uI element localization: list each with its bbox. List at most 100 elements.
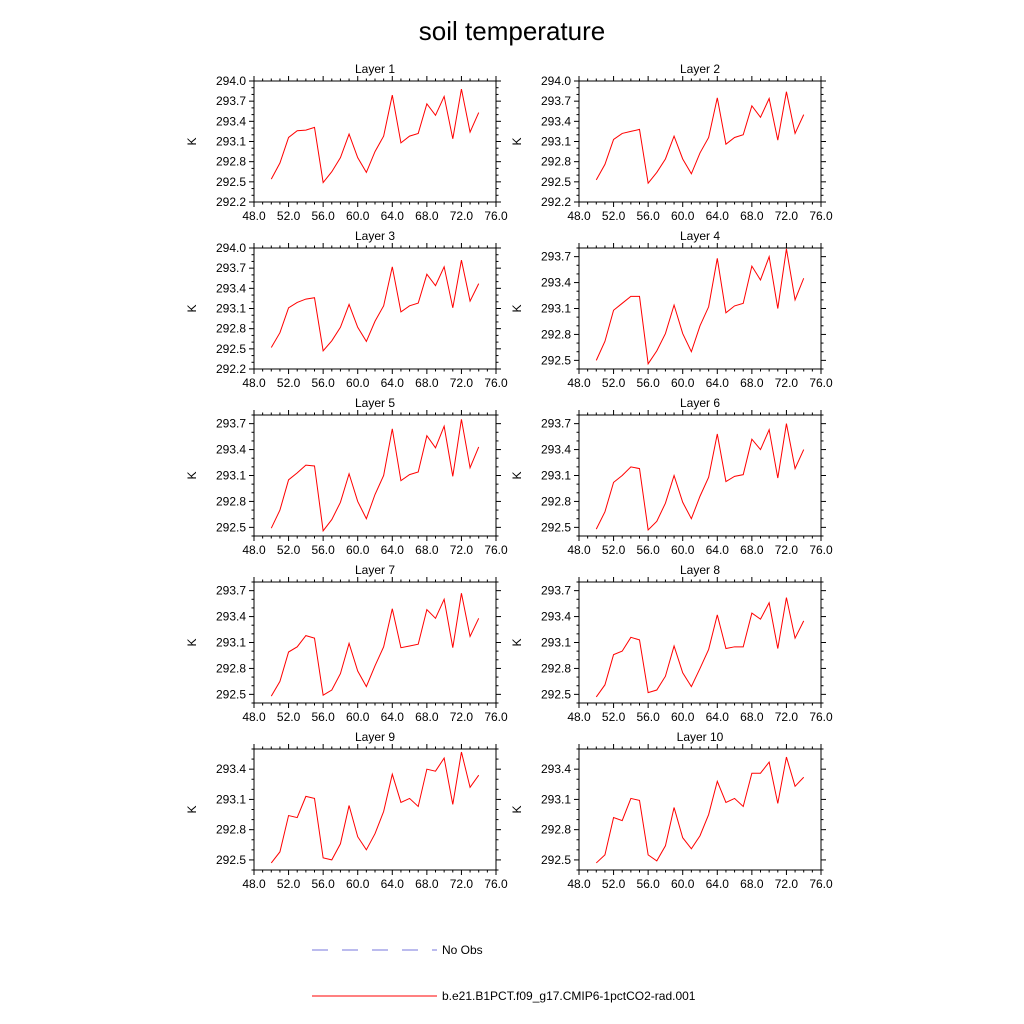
x-tick-label: 64.0 — [706, 209, 730, 223]
x-tick-label: 52.0 — [602, 543, 626, 557]
panel-7: 48.0 52.0 56.0 60.0 64.0 68.0 72.0 76.0 292.5 292… — [185, 563, 508, 724]
y-axis-label: K — [510, 471, 524, 479]
x-tick-label: 56.0 — [636, 877, 660, 891]
panel-title: Layer 8 — [680, 563, 720, 577]
x-tick-label: 56.0 — [311, 209, 335, 223]
x-tick-label: 60.0 — [346, 543, 370, 557]
panel-9: 48.0 52.0 56.0 60.0 64.0 68.0 72.0 76.0 292.5 292… — [185, 730, 508, 891]
y-tick-label: 293.7 — [541, 250, 571, 264]
x-tick-label: 48.0 — [242, 376, 266, 390]
x-tick-label: 52.0 — [277, 209, 301, 223]
y-tick-label: 293.1 — [541, 792, 571, 806]
x-tick-label: 72.0 — [775, 543, 799, 557]
x-tick-label: 56.0 — [636, 710, 660, 724]
y-tick-label: 292.5 — [541, 853, 571, 867]
y-tick-label: 293.7 — [541, 94, 571, 108]
plot-frame — [253, 748, 497, 871]
x-tick-label: 60.0 — [346, 376, 370, 390]
legend-label-no-obs: No Obs — [442, 943, 483, 957]
x-tick-label: 72.0 — [775, 710, 799, 724]
panel-title: Layer 4 — [680, 229, 720, 243]
y-tick-label: 293.4 — [216, 443, 246, 457]
x-tick-label: 48.0 — [242, 877, 266, 891]
x-tick-label: 64.0 — [381, 543, 405, 557]
panel-10: 48.0 52.0 56.0 60.0 64.0 68.0 72.0 76.0 292.5 292… — [510, 730, 833, 891]
x-tick-label: 76.0 — [484, 543, 508, 557]
x-tick-label: 52.0 — [602, 376, 626, 390]
y-tick-label: 292.8 — [541, 823, 571, 837]
x-tick-label: 60.0 — [671, 710, 695, 724]
x-tick-label: 48.0 — [567, 877, 591, 891]
y-tick-label: 293.1 — [216, 792, 246, 806]
y-tick-label: 293.4 — [541, 762, 571, 776]
y-tick-label: 293.4 — [216, 762, 246, 776]
series-line — [595, 91, 805, 185]
x-tick-label: 68.0 — [415, 543, 439, 557]
y-tick-label: 294.0 — [541, 74, 571, 88]
x-tick-label: 56.0 — [311, 376, 335, 390]
series-line — [270, 593, 480, 697]
x-tick-label: 72.0 — [775, 209, 799, 223]
x-tick-label: 68.0 — [740, 209, 764, 223]
x-tick-label: 76.0 — [809, 543, 833, 557]
panel-title: Layer 10 — [677, 730, 724, 744]
x-tick-label: 60.0 — [671, 376, 695, 390]
x-tick-label: 64.0 — [706, 376, 730, 390]
y-axis-label: K — [510, 638, 524, 646]
x-tick-label: 68.0 — [740, 543, 764, 557]
y-axis-label: K — [510, 137, 524, 145]
series-line — [595, 248, 805, 366]
y-tick-label: 293.4 — [216, 610, 246, 624]
y-tick-label: 293.4 — [216, 114, 246, 128]
y-tick-label: 292.5 — [216, 520, 246, 534]
y-tick-label: 293.7 — [216, 261, 246, 275]
plot-frame — [253, 581, 497, 704]
y-tick-label: 293.1 — [216, 135, 246, 149]
x-tick-label: 48.0 — [242, 209, 266, 223]
y-tick-label: 293.1 — [216, 302, 246, 316]
x-tick-label: 72.0 — [450, 376, 474, 390]
x-tick-label: 72.0 — [775, 376, 799, 390]
y-axis-label: K — [185, 638, 199, 646]
panel-3: 48.0 52.0 56.0 60.0 64.0 68.0 72.0 76.0 292.2 292… — [185, 229, 508, 390]
x-tick-label: 56.0 — [311, 710, 335, 724]
y-tick-label: 292.8 — [541, 661, 571, 675]
x-tick-label: 48.0 — [567, 543, 591, 557]
x-tick-label: 68.0 — [415, 376, 439, 390]
y-tick-label: 292.5 — [541, 687, 571, 701]
y-tick-label: 292.8 — [541, 494, 571, 508]
x-tick-label: 68.0 — [740, 376, 764, 390]
x-tick-label: 76.0 — [809, 710, 833, 724]
panel-title: Layer 1 — [355, 62, 395, 76]
x-tick-label: 64.0 — [381, 710, 405, 724]
y-tick-label: 293.4 — [216, 281, 246, 295]
y-axis-label: K — [510, 805, 524, 813]
x-tick-label: 52.0 — [277, 877, 301, 891]
x-tick-label: 76.0 — [484, 376, 508, 390]
x-tick-label: 68.0 — [415, 209, 439, 223]
x-tick-label: 64.0 — [381, 376, 405, 390]
panel-title: Layer 9 — [355, 730, 395, 744]
x-tick-label: 76.0 — [484, 209, 508, 223]
panel-title: Layer 6 — [680, 396, 720, 410]
x-tick-label: 60.0 — [346, 877, 370, 891]
y-tick-label: 293.1 — [541, 469, 571, 483]
y-tick-label: 293.4 — [541, 610, 571, 624]
x-tick-label: 72.0 — [450, 209, 474, 223]
x-tick-label: 60.0 — [671, 877, 695, 891]
y-tick-label: 293.7 — [216, 94, 246, 108]
plot-frame — [253, 247, 497, 370]
x-tick-label: 60.0 — [671, 543, 695, 557]
panel-4: 48.0 52.0 56.0 60.0 64.0 68.0 72.0 76.0 292.5 292… — [510, 229, 833, 390]
x-tick-label: 60.0 — [346, 209, 370, 223]
y-tick-label: 292.2 — [216, 195, 246, 209]
panel-title: Layer 5 — [355, 396, 395, 410]
y-tick-label: 293.7 — [541, 417, 571, 431]
x-tick-label: 64.0 — [706, 543, 730, 557]
y-tick-label: 292.5 — [216, 853, 246, 867]
series-line — [595, 597, 805, 698]
x-tick-label: 72.0 — [450, 543, 474, 557]
x-tick-label: 56.0 — [311, 543, 335, 557]
y-tick-label: 292.8 — [216, 155, 246, 169]
